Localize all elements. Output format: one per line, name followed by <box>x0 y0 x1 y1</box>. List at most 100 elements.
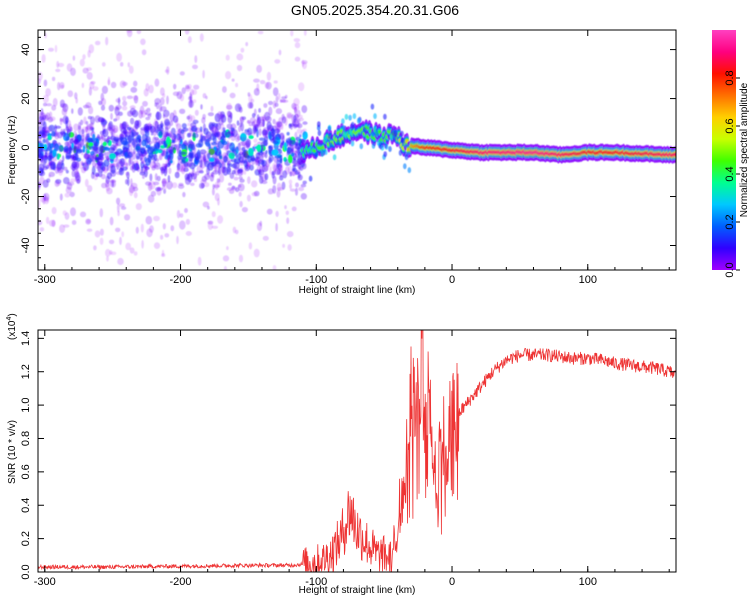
spectrogram-cell <box>164 233 170 238</box>
spectrogram-cell <box>118 160 124 169</box>
spectrogram-cell <box>164 164 168 174</box>
spectrogram-cell <box>356 117 361 124</box>
spectrogram-cell <box>214 164 217 174</box>
spectrogram-cell <box>241 207 248 213</box>
spectrogram-cell <box>393 131 398 137</box>
spectrogram-cell <box>286 131 290 136</box>
spectrogram-cell <box>256 164 262 173</box>
spectrogram-cell <box>62 128 66 134</box>
spectrogram-cell <box>383 113 387 120</box>
spectrogram-cell <box>135 135 141 140</box>
spectrogram-cell <box>116 197 121 205</box>
spectrogram-cell <box>163 188 167 194</box>
spectrogram-cell <box>63 177 70 185</box>
spectrogram-cell <box>45 153 48 158</box>
spectrogram-cell <box>106 187 113 195</box>
spectrogram-cell <box>258 137 266 141</box>
spectrogram-cell <box>317 121 321 128</box>
spectrogram-cell <box>43 125 48 133</box>
spectrogram-cell <box>265 159 271 168</box>
spectrogram-cell <box>302 121 308 125</box>
spectrogram-cell <box>239 116 243 123</box>
spectrogram-cell <box>109 179 117 183</box>
spectrogram-cell <box>226 123 233 129</box>
spectrogram-cell <box>231 78 235 82</box>
spectrogram-cell <box>95 173 100 177</box>
spectrogram-cell <box>154 118 158 123</box>
spectrogram-cell <box>121 121 127 130</box>
spectrogram-cell <box>308 146 313 153</box>
spectrogram-cell <box>251 192 258 197</box>
spectrogram-cell <box>275 210 279 217</box>
spectrogram-cell <box>183 140 188 147</box>
spectrogram-cell <box>63 166 68 171</box>
spectrogram-cell <box>94 230 101 238</box>
spectrogram-cell <box>78 149 85 153</box>
spectrogram-cell <box>110 112 113 120</box>
spectrogram-cell <box>185 218 191 225</box>
spectrogram-cell <box>192 167 195 173</box>
spectrogram-cell <box>117 210 120 217</box>
snr-ticks: -300 -200 -100 0 100 0.0 0.2 0.4 0.6 0.8 1.0 1.2 1.4 <box>20 330 676 588</box>
snr-xtick-label: 100 <box>579 576 597 588</box>
spectrogram-cell <box>227 131 233 135</box>
spectrogram-cell <box>293 38 301 43</box>
spectrogram-cell <box>268 100 273 106</box>
colorbar-label: Normalized spectral amplitude <box>739 82 750 217</box>
spectrogram-cell <box>50 161 56 170</box>
spectrogram-cell <box>256 64 262 73</box>
spectrogram-cell <box>76 157 82 162</box>
spectrogram-cell <box>171 182 178 189</box>
spectrogram-cell <box>124 131 131 137</box>
spectrogram-cell <box>43 79 48 87</box>
spectrogram-cell <box>150 132 154 136</box>
figure-title: GN05.2025.354.20.31.G06 <box>291 2 459 18</box>
spectrogram-cell <box>74 152 78 161</box>
spectrogram-cell <box>143 88 149 97</box>
spectrogram-cell <box>147 113 152 118</box>
spectrogram-cell <box>40 108 44 116</box>
spectrogram-cell <box>275 95 279 103</box>
spectrogram-cell <box>179 108 186 115</box>
spectrogram-cell <box>84 178 89 188</box>
spectrogram-cell <box>66 128 71 138</box>
spectrogram-cell <box>193 158 200 165</box>
spectrogram-cell <box>38 78 41 85</box>
spectrogram-cell <box>205 131 212 140</box>
spectrogram-cell <box>140 38 146 46</box>
spectrogram-cell <box>184 208 188 213</box>
spectrogram-cell <box>207 220 214 225</box>
spectrogram-cell <box>135 152 141 159</box>
colorbar: 0.0 0.2 0.4 0.6 0.8 Normalized spectral ampl… <box>712 30 750 278</box>
spectrogram-cell <box>142 100 148 107</box>
spectrogram-cell <box>82 54 86 60</box>
spectrogram-cell <box>166 95 169 105</box>
spectrogram-cell <box>294 119 298 125</box>
spectrogram-cell <box>67 181 75 186</box>
spectrogram-cell <box>65 186 72 194</box>
spectrogram-cell <box>329 142 333 148</box>
spectrogram-cell <box>70 178 77 183</box>
spectrogram-cell <box>103 147 111 151</box>
spectrogram-cell <box>149 225 154 233</box>
spectrogram-cell <box>250 98 255 103</box>
spectrogram-cell <box>286 141 291 149</box>
spectrogram-cell <box>222 143 229 151</box>
spectrogram-cell <box>119 203 126 208</box>
spectrogram-cell <box>160 166 164 176</box>
spectrogram-cell <box>398 149 403 156</box>
spectrogram-cell <box>273 80 278 84</box>
spectrogram-cell <box>225 54 230 61</box>
spectrogram-cell <box>291 113 295 123</box>
spectrogram-cell <box>100 173 106 180</box>
spectrogram-cell <box>291 206 297 212</box>
spectrogram-cell <box>153 215 160 222</box>
spectrogram-cell <box>109 216 114 226</box>
spectrogram-cell <box>284 116 288 126</box>
colorbar-tick-label: 0.2 <box>724 214 736 229</box>
spectrogram-cell <box>48 124 55 132</box>
spectrogram-cell <box>216 178 221 183</box>
spectrogram-cell <box>274 59 281 64</box>
